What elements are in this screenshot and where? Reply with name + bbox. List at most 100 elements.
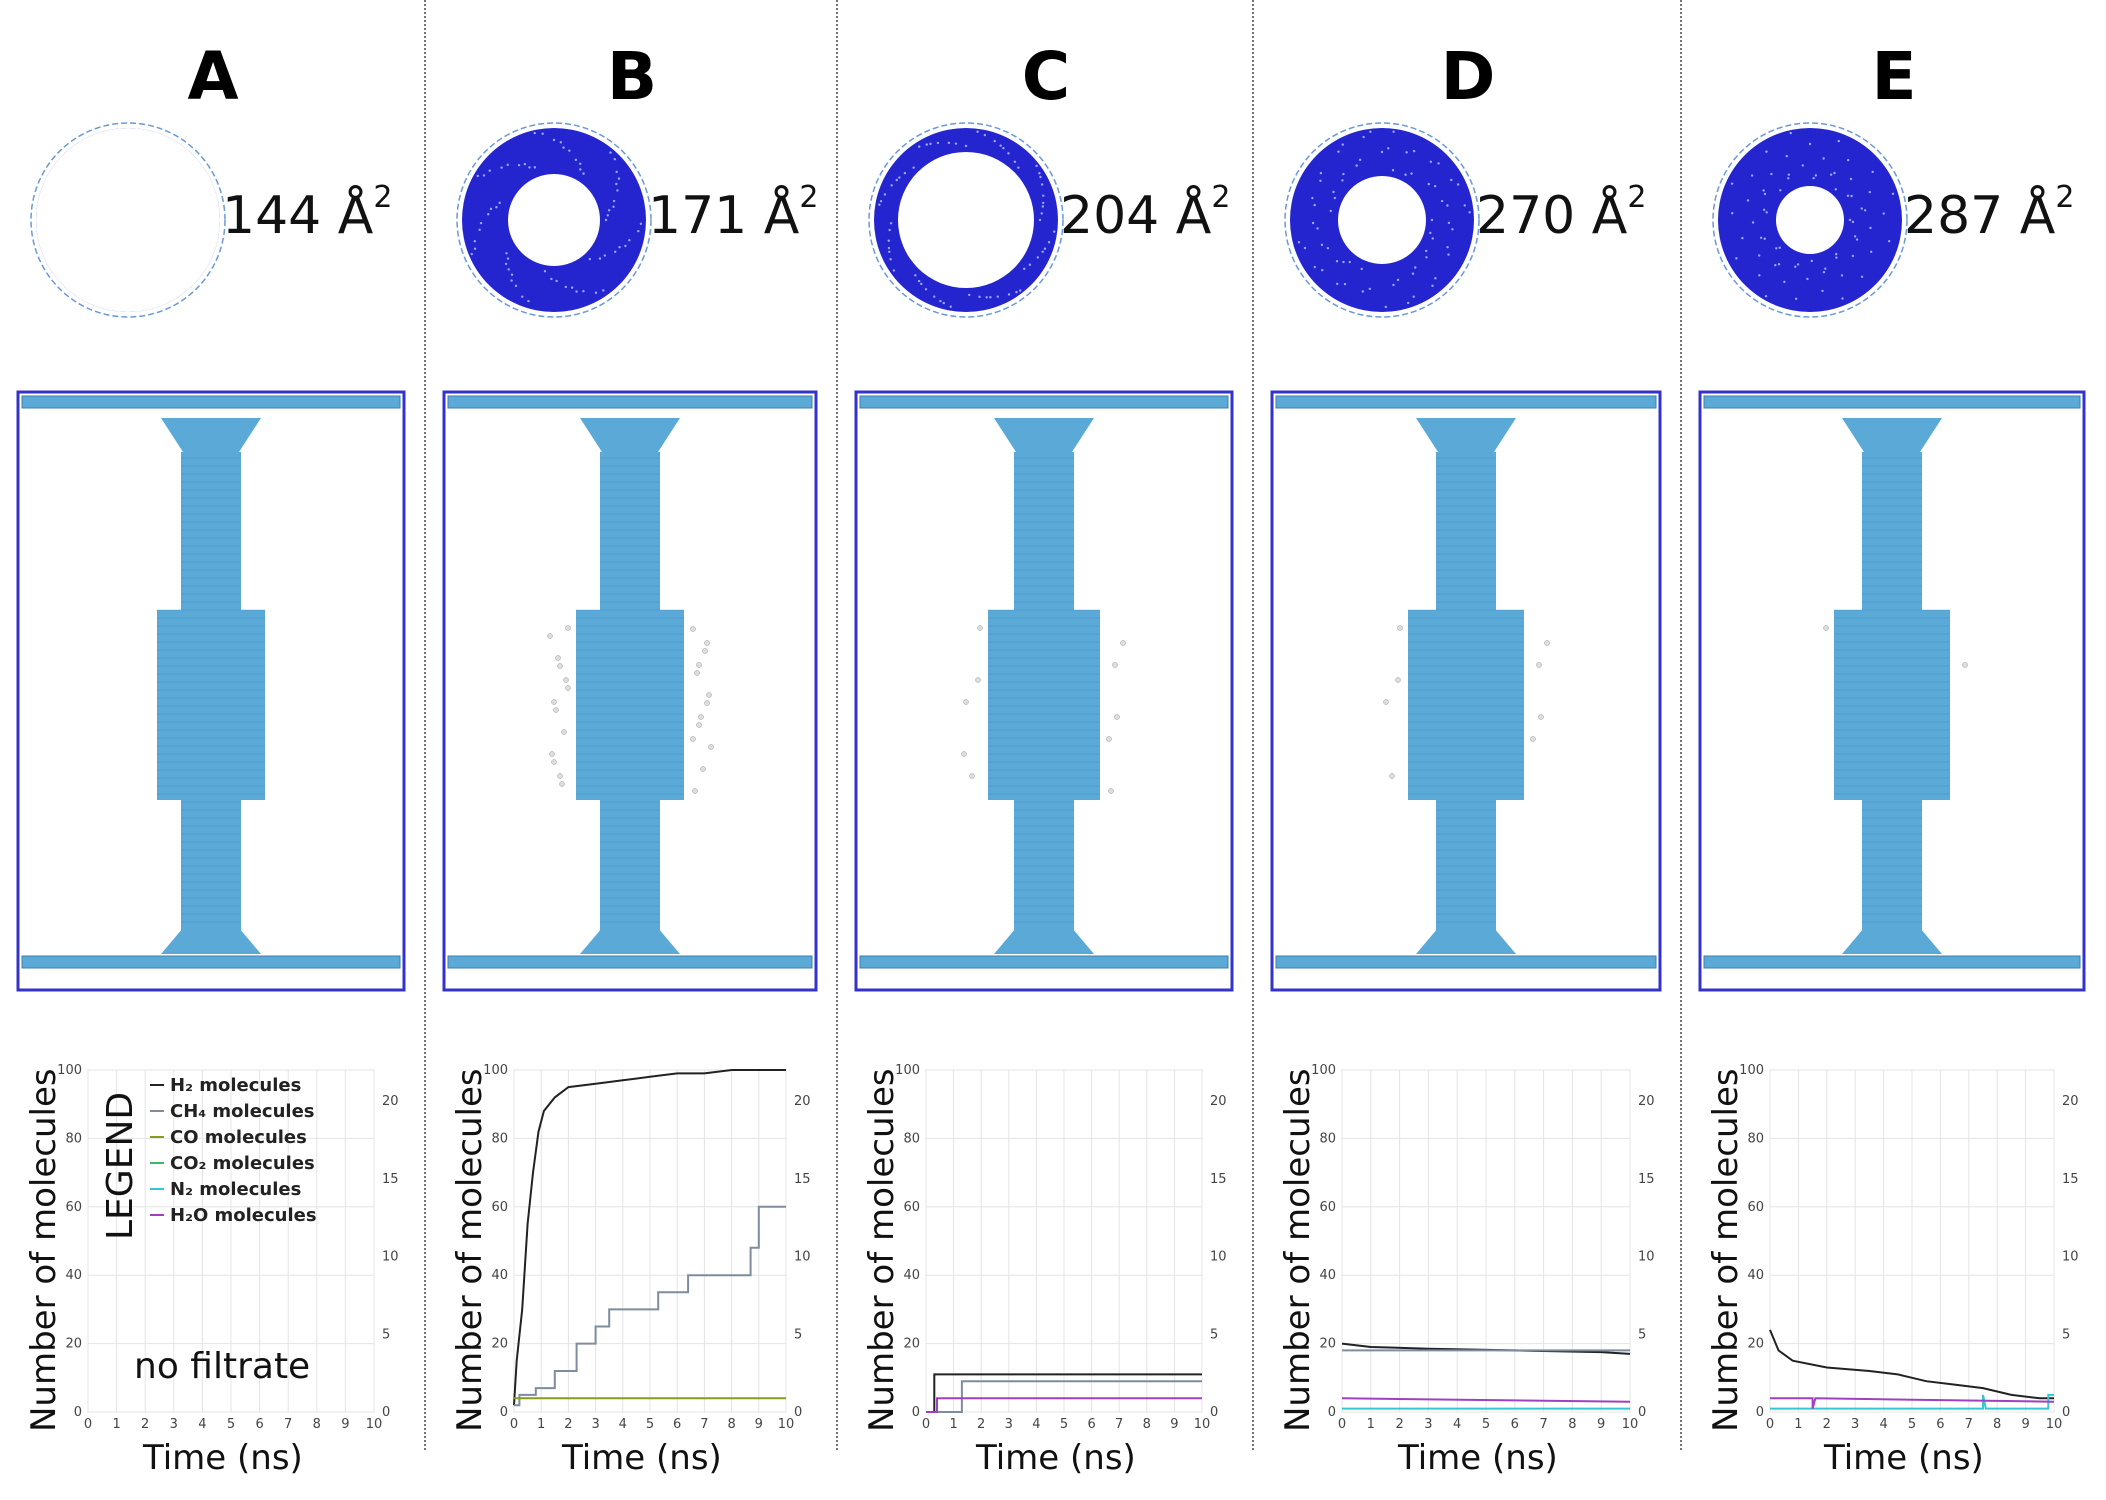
legend-swatch bbox=[150, 1110, 164, 1112]
x-tick-label: 4 bbox=[198, 1417, 206, 1430]
y2-tick-label: 0 bbox=[382, 1405, 390, 1420]
legend-item: H₂ molecules bbox=[150, 1072, 317, 1098]
legend-swatch bbox=[150, 1214, 164, 1216]
x-tick-label: 4 bbox=[619, 1417, 627, 1430]
y-tick-label: 60 bbox=[491, 1200, 508, 1215]
y2-tick-label: 5 bbox=[1638, 1327, 1646, 1342]
y-tick-label: 60 bbox=[65, 1200, 82, 1215]
series-line bbox=[513, 1069, 786, 1406]
y-tick-label: 80 bbox=[1319, 1131, 1336, 1146]
x-tick-label: 1 bbox=[1794, 1417, 1802, 1430]
x-tick-label: 6 bbox=[1511, 1417, 1519, 1430]
y2-tick-label: 15 bbox=[1638, 1172, 1655, 1187]
cross-section-ring bbox=[1712, 122, 1908, 318]
y-tick-label: 40 bbox=[903, 1268, 920, 1283]
y2-tick-label: 5 bbox=[382, 1327, 390, 1342]
y-axis-label: Number of molecules bbox=[1278, 1068, 1318, 1432]
y-tick-label: 100 bbox=[483, 1063, 508, 1078]
y2-tick-label: 10 bbox=[794, 1250, 811, 1265]
y-tick-label: 0 bbox=[500, 1405, 508, 1420]
legend-item: CO₂ molecules bbox=[150, 1150, 317, 1176]
y2-tick-label: 10 bbox=[382, 1250, 399, 1265]
series-line bbox=[514, 1205, 786, 1407]
y-tick-label: 60 bbox=[903, 1200, 920, 1215]
panel-letter: E bbox=[1871, 38, 1917, 115]
x-tick-label: 8 bbox=[313, 1417, 321, 1430]
simulation-box bbox=[442, 390, 818, 992]
x-tick-label: 7 bbox=[1115, 1417, 1123, 1430]
pore-area-label: 171 Å2 bbox=[648, 180, 818, 246]
y-tick-label: 40 bbox=[491, 1268, 508, 1283]
x-tick-label: 9 bbox=[341, 1417, 349, 1430]
x-tick-label: 7 bbox=[284, 1417, 292, 1430]
x-tick-label: 10 bbox=[366, 1417, 383, 1430]
series-line bbox=[1770, 1393, 2054, 1410]
x-tick-label: 8 bbox=[727, 1417, 735, 1430]
panel-b: B 171 Å2 0 1 2 3 4 5 6 7 8 9 10 0 20 40 60 80 100 0 5 10 15 20 N… bbox=[426, 0, 838, 1500]
y2-tick-label: 15 bbox=[2062, 1172, 2079, 1187]
x-tick-label: 10 bbox=[1194, 1417, 1211, 1430]
legend-label: CH₄ molecules bbox=[170, 1100, 315, 1122]
x-tick-label: 3 bbox=[1005, 1417, 1013, 1430]
y-axis-label: Number of molecules bbox=[862, 1068, 902, 1432]
x-axis-label: Time (ns) bbox=[1824, 1438, 1984, 1478]
no-filtrate-annotation: no filtrate bbox=[134, 1346, 311, 1387]
x-tick-label: 2 bbox=[1395, 1417, 1403, 1430]
y2-tick-label: 15 bbox=[794, 1172, 811, 1187]
y-tick-label: 20 bbox=[1319, 1337, 1336, 1352]
y-tick-label: 100 bbox=[895, 1063, 920, 1078]
x-axis-label: Time (ns) bbox=[562, 1438, 722, 1478]
x-tick-label: 8 bbox=[1568, 1417, 1576, 1430]
y-tick-label: 20 bbox=[65, 1337, 82, 1352]
x-tick-label: 4 bbox=[1879, 1417, 1887, 1430]
x-tick-label: 5 bbox=[646, 1417, 654, 1430]
x-tick-label: 6 bbox=[1936, 1417, 1944, 1430]
legend-item: CH₄ molecules bbox=[150, 1098, 317, 1124]
y2-tick-label: 20 bbox=[382, 1094, 399, 1109]
x-tick-label: 7 bbox=[1965, 1417, 1973, 1430]
x-tick-label: 3 bbox=[1851, 1417, 1859, 1430]
x-tick-label: 6 bbox=[255, 1417, 263, 1430]
pore-area-label: 204 Å2 bbox=[1060, 180, 1230, 246]
legend: H₂ molecules CH₄ molecules CO molecules CO₂… bbox=[150, 1072, 317, 1228]
series-line bbox=[1341, 1397, 1631, 1403]
x-tick-label: 1 bbox=[112, 1417, 120, 1430]
x-tick-label: 6 bbox=[673, 1417, 681, 1430]
panel-e: E 287 Å2 0 1 2 3 4 5 6 7 8 9 10 0 20 40 60 80 100 0 5 10 15 20 N… bbox=[1682, 0, 2106, 1500]
y2-tick-label: 10 bbox=[2062, 1250, 2079, 1265]
x-tick-label: 10 bbox=[778, 1417, 795, 1430]
x-tick-label: 9 bbox=[1597, 1417, 1605, 1430]
panel-d: D 270 Å2 0 1 2 3 4 5 6 7 8 9 10 0 20 40 60 80 100 0 5 10 15 20 N… bbox=[1254, 0, 1682, 1500]
pore-area-value: 144 Å bbox=[222, 186, 374, 246]
y2-tick-label: 20 bbox=[1638, 1094, 1655, 1109]
pore-hole bbox=[36, 128, 220, 312]
pore-hole bbox=[1776, 186, 1844, 254]
y-tick-label: 0 bbox=[1756, 1405, 1764, 1420]
series-line bbox=[926, 1397, 1202, 1413]
y2-tick-label: 10 bbox=[1638, 1250, 1655, 1265]
pore-area-value: 171 Å bbox=[648, 186, 800, 246]
y2-tick-label: 15 bbox=[382, 1172, 399, 1187]
legend-label: N₂ molecules bbox=[170, 1178, 302, 1200]
series-line bbox=[1770, 1397, 2055, 1409]
panel-letter: A bbox=[187, 38, 239, 115]
y2-tick-label: 0 bbox=[2062, 1405, 2070, 1420]
x-tick-label: 8 bbox=[1143, 1417, 1151, 1430]
y2-tick-label: 0 bbox=[1638, 1405, 1646, 1420]
area-unit-exponent: 2 bbox=[799, 180, 819, 215]
panel-letter: D bbox=[1440, 38, 1496, 115]
x-tick-label: 9 bbox=[2021, 1417, 2029, 1430]
x-tick-label: 3 bbox=[591, 1417, 599, 1430]
x-tick-label: 0 bbox=[84, 1417, 92, 1430]
y2-tick-label: 10 bbox=[1210, 1250, 1227, 1265]
cross-section-ring bbox=[456, 122, 652, 318]
x-tick-label: 5 bbox=[1060, 1417, 1068, 1430]
y-tick-label: 80 bbox=[1747, 1131, 1764, 1146]
legend-swatch bbox=[150, 1084, 164, 1086]
x-tick-label: 3 bbox=[1424, 1417, 1432, 1430]
y-tick-label: 0 bbox=[912, 1405, 920, 1420]
pore-hole bbox=[508, 174, 600, 266]
pore-hole bbox=[898, 152, 1034, 288]
